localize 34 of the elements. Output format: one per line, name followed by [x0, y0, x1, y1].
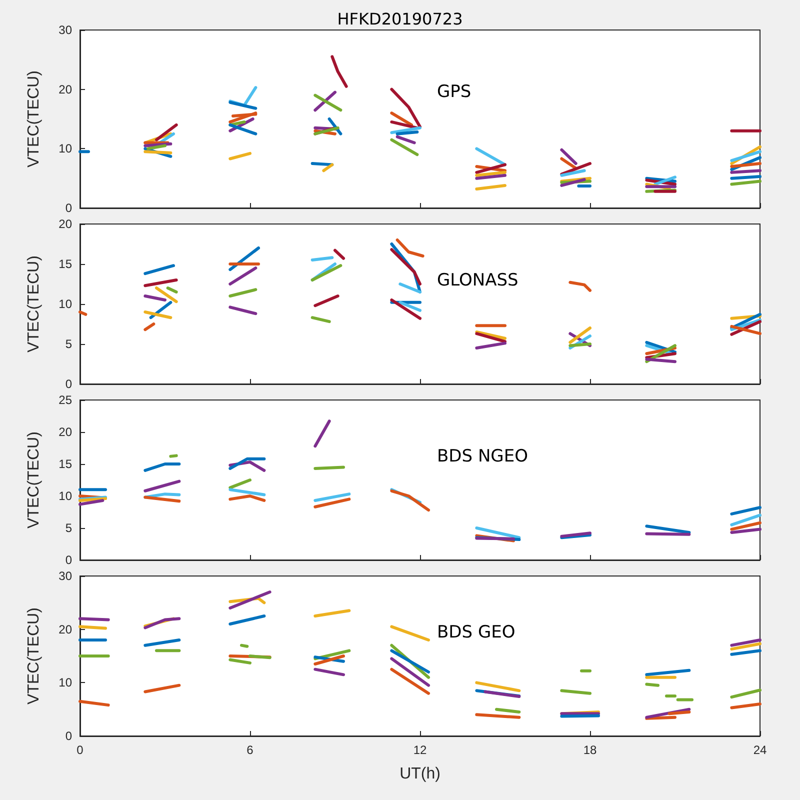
y-axis-title: VTEC(TECU) — [26, 256, 42, 352]
y-tick-label: 10 — [58, 297, 72, 311]
y-tick-label: 20 — [58, 217, 72, 231]
y-tick-label: 0 — [65, 377, 72, 391]
y-tick-label: 0 — [65, 729, 72, 743]
y-tick-label: 25 — [58, 393, 72, 407]
annotation: GLONASS — [437, 270, 518, 290]
y-tick-label: 20 — [58, 622, 72, 636]
y-axis-title: VTEC(TECU) — [26, 608, 42, 704]
y-tick-label: 20 — [58, 82, 72, 96]
x-tick-label: 12 — [413, 743, 427, 757]
y-tick-label: 0 — [65, 553, 72, 567]
y-tick-label: 0 — [65, 201, 72, 215]
y-tick-label: 5 — [65, 337, 72, 351]
y-tick-label: 20 — [58, 425, 72, 439]
y-tick-label: 30 — [58, 23, 72, 37]
x-axis-title: UT(h) — [400, 766, 440, 782]
x-tick-label: 18 — [583, 743, 597, 757]
x-tick-label: 0 — [76, 743, 84, 757]
y-axis-title: VTEC(TECU) — [26, 432, 42, 528]
y-tick-label: 30 — [58, 569, 72, 583]
y-tick-label: 5 — [65, 521, 72, 535]
annotation: BDS NGEO — [437, 446, 528, 466]
y-tick-label: 10 — [58, 142, 72, 156]
annotation: BDS GEO — [437, 622, 516, 642]
y-tick-label: 15 — [58, 257, 72, 271]
y-tick-label: 15 — [58, 457, 72, 471]
chart-title: HFKD20190723 — [337, 10, 463, 28]
x-tick-label: 6 — [246, 743, 254, 757]
y-tick-label: 10 — [58, 676, 72, 690]
x-tick-label: 24 — [753, 743, 767, 757]
annotation: GPS — [437, 82, 472, 102]
y-axis-title: VTEC(TECU) — [26, 70, 42, 168]
y-tick-label: 10 — [58, 489, 72, 503]
